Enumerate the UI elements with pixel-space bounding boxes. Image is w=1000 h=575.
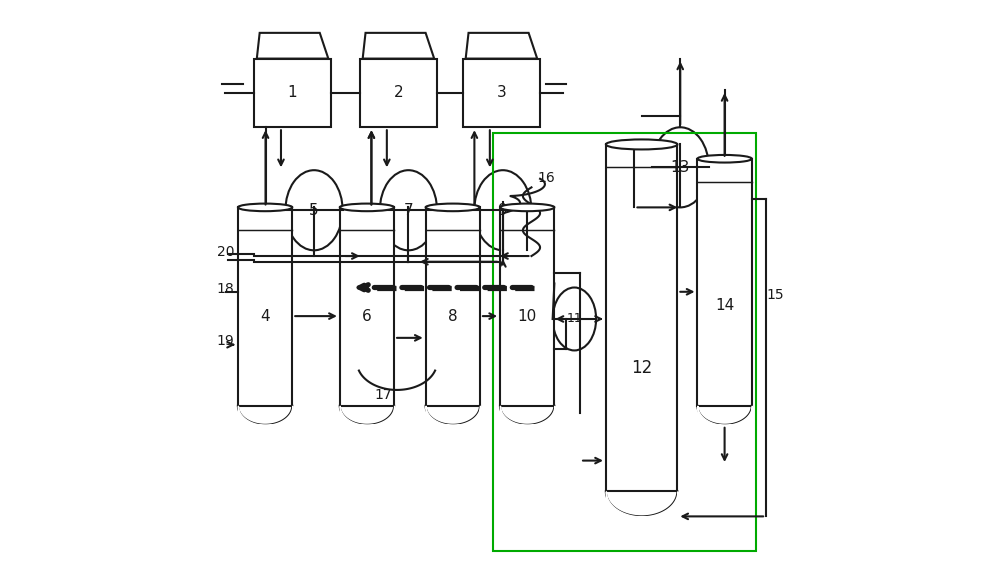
Text: 20: 20 [217, 245, 234, 259]
Text: 12: 12 [631, 359, 652, 377]
Text: 3: 3 [497, 86, 506, 101]
Text: 13: 13 [671, 160, 690, 175]
Text: 18: 18 [217, 282, 235, 296]
Ellipse shape [340, 204, 394, 211]
Bar [254, 59, 331, 127]
Bar [493, 133, 756, 551]
Bar [360, 59, 437, 127]
Text: 8: 8 [448, 309, 458, 324]
Ellipse shape [426, 204, 480, 211]
Bar [340, 208, 394, 406]
Text: 5: 5 [309, 203, 319, 218]
Text: 6: 6 [362, 309, 372, 324]
Ellipse shape [500, 204, 554, 211]
Text: 9: 9 [498, 203, 508, 218]
Text: 17: 17 [374, 388, 392, 402]
Bar [426, 208, 480, 406]
Text: 7: 7 [404, 203, 413, 218]
Text: 2: 2 [394, 86, 403, 101]
Text: 11: 11 [567, 312, 582, 325]
Bar [606, 144, 677, 492]
Ellipse shape [697, 155, 752, 163]
Bar [500, 208, 554, 406]
Text: 19: 19 [217, 334, 235, 348]
Ellipse shape [238, 204, 292, 211]
Ellipse shape [553, 288, 596, 350]
Text: 16: 16 [537, 171, 555, 185]
Ellipse shape [606, 139, 677, 150]
Ellipse shape [285, 170, 343, 250]
Text: 15: 15 [766, 288, 784, 302]
Text: 4: 4 [260, 309, 270, 324]
Bar [238, 208, 292, 406]
Text: 14: 14 [715, 298, 734, 313]
Ellipse shape [380, 170, 437, 250]
Bar [697, 159, 752, 406]
Ellipse shape [474, 170, 531, 250]
Text: 1: 1 [288, 86, 297, 101]
Ellipse shape [652, 127, 709, 208]
Text: 10: 10 [518, 309, 537, 324]
Bar [463, 59, 540, 127]
